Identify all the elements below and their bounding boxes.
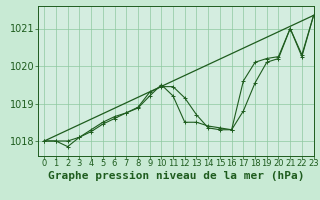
X-axis label: Graphe pression niveau de la mer (hPa): Graphe pression niveau de la mer (hPa) <box>48 171 304 181</box>
